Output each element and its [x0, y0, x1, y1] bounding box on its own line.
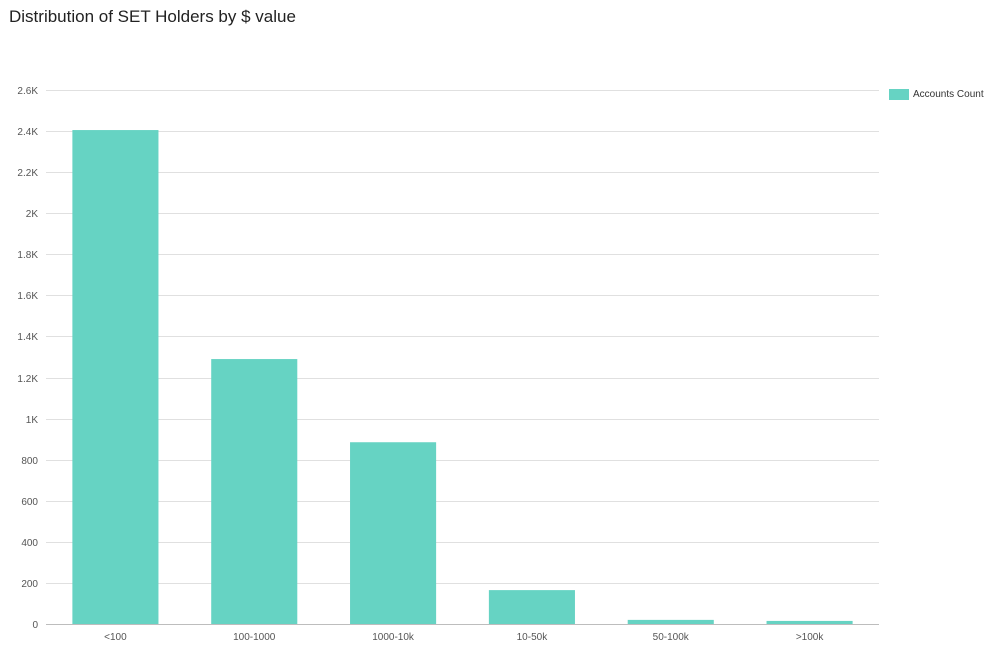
y-tick-label: 200	[21, 579, 38, 590]
bar-4[interactable]	[627, 619, 714, 624]
y-tick-label: 1.2K	[17, 374, 38, 385]
x-axis-tick-labels: <100 100-1000 1000-10k 10-50k 50-100k >100k	[104, 632, 824, 643]
x-tick-label: 1000-10k	[372, 632, 415, 643]
chart-title: Distribution of SET Holders by $ value	[9, 7, 296, 26]
y-tick-label: 600	[21, 497, 38, 508]
x-tick-label: <100	[104, 632, 127, 643]
bar-3[interactable]	[488, 590, 575, 624]
bar-5[interactable]	[766, 620, 853, 624]
y-tick-label: 1.6K	[17, 291, 38, 302]
y-tick-label: 400	[21, 538, 38, 549]
y-tick-label: 1.8K	[17, 250, 38, 261]
y-tick-label: 1K	[26, 415, 39, 426]
y-tick-label: 1.4K	[17, 332, 38, 343]
y-tick-label: 2K	[26, 209, 39, 220]
legend-label-accounts-count: Accounts Count	[913, 89, 984, 100]
grid-lines	[46, 90, 879, 625]
y-tick-label: 2.4K	[17, 127, 38, 138]
y-tick-label: 2.6K	[17, 86, 38, 97]
x-tick-label: 100-1000	[233, 632, 276, 643]
bar-2[interactable]	[350, 442, 437, 624]
bar-0[interactable]	[72, 130, 159, 625]
x-tick-label: >100k	[796, 632, 825, 643]
bar-1[interactable]	[211, 359, 298, 624]
y-axis-tick-labels: 0 200 400 600 800 1K 1.2K 1.4K 1.6K 1.8K 2K 2.2K 2.4…	[17, 86, 38, 631]
legend[interactable]: Accounts Count	[889, 89, 984, 100]
x-tick-label: 50-100k	[653, 632, 690, 643]
x-tick-label: 10-50k	[517, 632, 549, 643]
y-tick-label: 0	[32, 620, 38, 631]
y-tick-label: 800	[21, 456, 38, 467]
legend-swatch-accounts-count	[889, 89, 909, 100]
bars	[72, 130, 853, 625]
y-tick-label: 2.2K	[17, 168, 38, 179]
